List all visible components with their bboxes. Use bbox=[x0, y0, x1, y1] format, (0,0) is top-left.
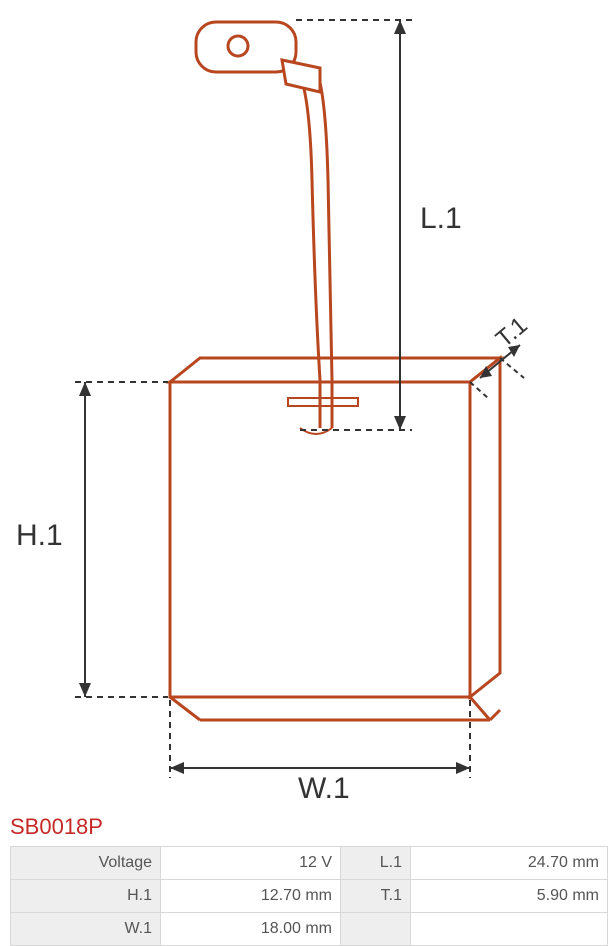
part-number: SB0018P bbox=[0, 810, 608, 846]
spec-label: H.1 bbox=[11, 880, 161, 913]
dim-label-l1: L.1 bbox=[420, 202, 462, 235]
diagram-svg: L.1 T.1 H.1 W.1 bbox=[0, 0, 608, 810]
spec-table: Voltage 12 V L.1 24.70 mm H.1 12.70 mm T… bbox=[10, 846, 608, 946]
spec-value: 12.70 mm bbox=[161, 880, 341, 913]
table-row: Voltage 12 V L.1 24.70 mm bbox=[11, 847, 608, 880]
spec-label: Voltage bbox=[11, 847, 161, 880]
spec-label: T.1 bbox=[341, 880, 411, 913]
spec-value: 24.70 mm bbox=[411, 847, 608, 880]
spec-label: L.1 bbox=[341, 847, 411, 880]
spec-label bbox=[341, 913, 411, 946]
spec-value: 5.90 mm bbox=[411, 880, 608, 913]
table-row: W.1 18.00 mm bbox=[11, 913, 608, 946]
spec-value: 12 V bbox=[161, 847, 341, 880]
table-row: H.1 12.70 mm T.1 5.90 mm bbox=[11, 880, 608, 913]
dim-label-h1: H.1 bbox=[16, 519, 63, 552]
spec-value bbox=[411, 913, 608, 946]
dim-label-t1: T.1 bbox=[491, 312, 533, 353]
dim-label-w1: W.1 bbox=[298, 772, 350, 805]
technical-diagram: L.1 T.1 H.1 W.1 bbox=[0, 0, 608, 810]
spec-label: W.1 bbox=[11, 913, 161, 946]
spec-value: 18.00 mm bbox=[161, 913, 341, 946]
